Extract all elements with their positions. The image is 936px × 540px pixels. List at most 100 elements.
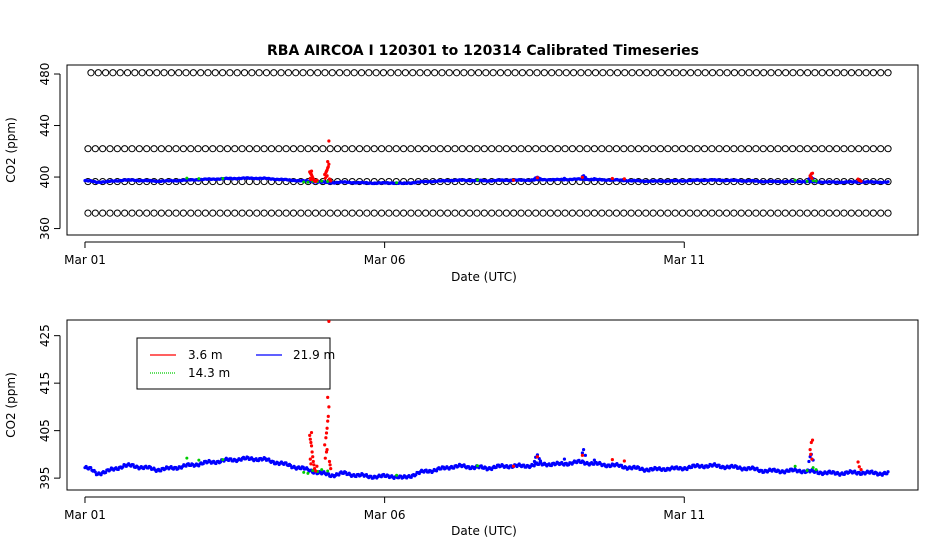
reference-point [231, 209, 239, 217]
reference-point [590, 209, 599, 217]
reference-point [782, 69, 790, 77]
reference-point [113, 209, 121, 217]
reference-series-1 [84, 145, 892, 153]
data-point-3-6m [610, 176, 614, 181]
reference-point [833, 145, 841, 153]
reference-point [182, 69, 190, 77]
data-point-14-3m [811, 179, 815, 183]
reference-point [167, 69, 176, 77]
data-point-3-6m [325, 448, 329, 452]
reference-point [488, 145, 496, 153]
reference-point [840, 209, 848, 217]
data-point-3-6m [326, 165, 330, 169]
reference-point [664, 209, 672, 217]
data-point-3-6m [326, 159, 330, 164]
data-point-14-3m [302, 180, 306, 184]
plot-area-bottom [83, 319, 890, 480]
reference-point [766, 209, 775, 217]
reference-point [474, 69, 483, 77]
reference-point [128, 145, 136, 153]
reference-point [532, 145, 540, 153]
y-tick-label-top: 440 [38, 114, 52, 137]
data-point-3-6m [328, 463, 332, 467]
reference-point [569, 69, 578, 77]
reference-point [466, 209, 474, 217]
data-point-3-6m [810, 176, 814, 180]
reference-point [150, 209, 158, 217]
data-point-21-9m [580, 451, 584, 455]
reference-point [722, 209, 731, 217]
reference-point [591, 69, 600, 77]
reference-point [436, 145, 444, 153]
reference-point [179, 145, 187, 153]
reference-point [172, 145, 180, 153]
reference-point [451, 209, 459, 217]
data-point-3-6m [326, 419, 330, 423]
reference-point [715, 209, 723, 217]
legend-box [136, 337, 331, 390]
data-point-3-6m [327, 459, 332, 464]
data-point-21-9m [583, 175, 587, 179]
y-tick-label-top: 400 [38, 166, 52, 189]
reference-point [502, 145, 510, 153]
reference-point [664, 145, 672, 153]
reference-point [401, 69, 410, 77]
reference-point [292, 69, 300, 77]
data-point-14-3m [197, 458, 201, 462]
reference-point [422, 209, 430, 217]
reference-point [803, 145, 811, 153]
reference-point [343, 69, 351, 77]
data-point-14-3m [814, 468, 818, 472]
reference-point [774, 209, 782, 217]
data-point-3-6m [323, 443, 327, 447]
reference-point [649, 145, 657, 153]
reference-point [605, 209, 613, 217]
reference-point [774, 69, 782, 77]
data-point-3-6m [315, 464, 319, 468]
reference-point [194, 145, 202, 153]
data-point-21-9m [538, 459, 543, 463]
reference-point [480, 209, 488, 217]
reference-point [363, 209, 371, 217]
data-point-3-6m [856, 460, 860, 464]
reference-point [554, 145, 562, 153]
reference-point [847, 69, 856, 77]
reference-point [752, 209, 760, 217]
reference-point [101, 69, 110, 77]
reference-point [482, 69, 490, 77]
reference-point [818, 69, 826, 77]
x-axis-top: Mar 01 Mar 06 Mar 11 [64, 241, 705, 267]
reference-point [218, 69, 227, 77]
reference-point [700, 209, 709, 217]
data-point-3-6m [308, 433, 312, 437]
data-point-14-3m [320, 468, 324, 472]
reference-point [752, 69, 761, 77]
reference-point [187, 209, 195, 217]
series-3-6m [308, 139, 863, 184]
reference-point [540, 69, 548, 77]
reference-point [825, 69, 834, 77]
data-point-3-6m [308, 176, 312, 180]
reference-point [642, 145, 650, 153]
reference-point [504, 69, 512, 77]
reference-point [759, 145, 767, 153]
reference-point [387, 69, 395, 77]
reference-point [255, 69, 263, 77]
reference-point [738, 69, 746, 77]
data-point-14-3m [221, 176, 225, 180]
data-point-21-9m [538, 177, 543, 181]
reference-point [311, 145, 320, 153]
data-point-14-3m [805, 469, 809, 473]
reference-point [460, 69, 468, 77]
reference-point [267, 209, 276, 217]
reference-point [656, 209, 665, 217]
reference-point [355, 209, 364, 217]
data-point-3-6m [327, 139, 331, 143]
reference-point [590, 145, 599, 153]
data-point-14-3m [805, 179, 809, 183]
data-point-3-6m [580, 453, 584, 457]
reference-point [87, 69, 95, 77]
reference-point [84, 145, 92, 153]
reference-point [348, 145, 356, 153]
data-point-14-3m [306, 471, 310, 475]
